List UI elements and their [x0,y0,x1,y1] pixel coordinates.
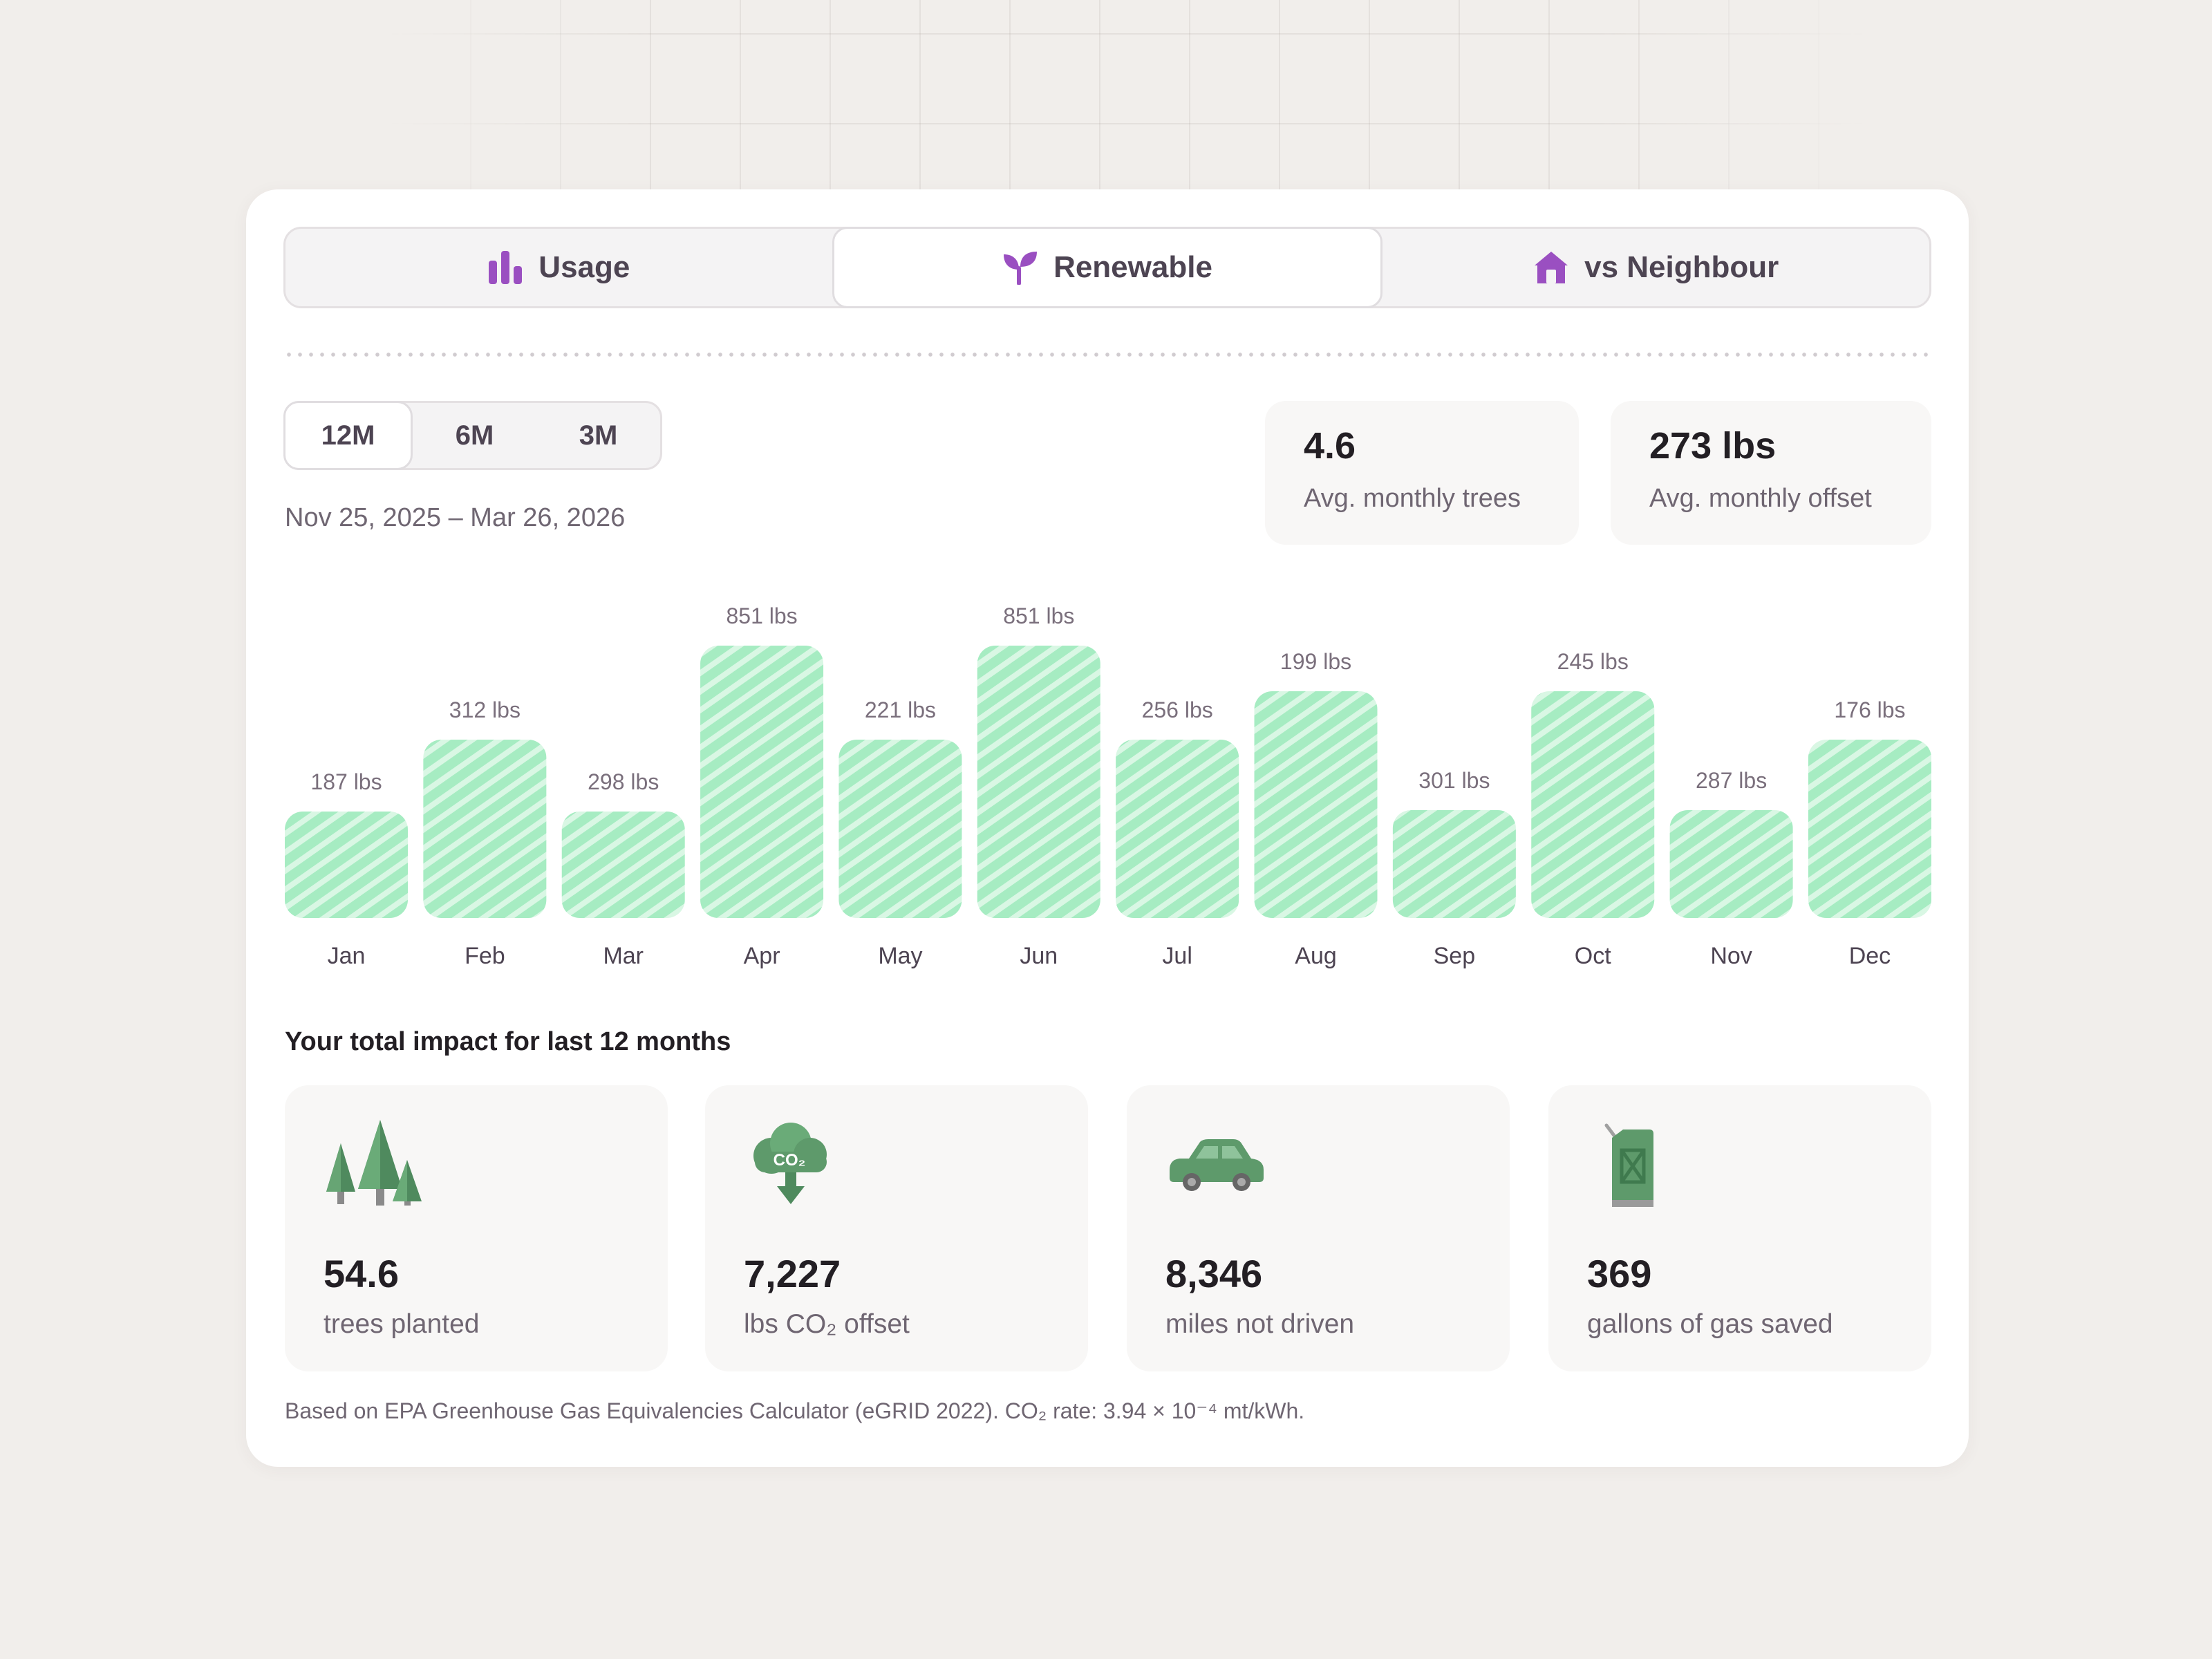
impact-value: 54.6 [324,1252,399,1295]
impact-label: lbs CO₂ offset [744,1309,910,1339]
bar-value-label: 256 lbs [1142,697,1213,722]
stat-value: 4.6 [1304,425,1356,467]
x-axis-month-label: Aug [1295,943,1337,969]
dotted-divider [283,353,1931,357]
bar-value-label: 245 lbs [1557,649,1629,674]
bar-mar[interactable] [561,812,685,918]
x-axis-month-label: Nov [1710,943,1752,969]
bar-nov[interactable] [1669,810,1793,918]
impact-card-co2: CO₂ 7,227 lbs CO₂ offset [705,1085,1088,1371]
x-axis-month-label: Dec [1849,943,1891,969]
bar-chart-icon [487,251,523,284]
impact-card-car: 8,346 miles not driven [1127,1085,1510,1371]
stat-value: 273 lbs [1649,425,1777,467]
tab-label: Renewable [1053,250,1212,284]
bar-sep[interactable] [1392,810,1516,918]
impact-label: gallons of gas saved [1587,1309,1833,1339]
bar-value-label: 176 lbs [1834,697,1905,722]
tab-label: Usage [538,250,630,284]
tab-usage[interactable]: Usage [285,227,832,308]
co2-cloud-icon: CO₂ [744,1120,847,1210]
tab-label: vs Neighbour [1584,250,1779,284]
bar-value-label: 851 lbs [1003,603,1074,628]
bar-value-label: 312 lbs [449,697,521,722]
fuel-can-icon [1587,1120,1691,1210]
tab-vs-neighbour[interactable]: vs Neighbour [1382,227,1929,308]
methodology-footnote: Based on EPA Greenhouse Gas Equivalencie… [285,1398,1305,1423]
x-axis-month-label: Apr [744,943,780,969]
impact-value: 8,346 [1165,1252,1263,1295]
impact-section-title: Your total impact for last 12 months [285,1027,731,1056]
bar-jul[interactable] [1116,740,1239,918]
background-grid [387,0,1866,190]
bar-value-label: 221 lbs [865,697,936,722]
bar-value-label: 187 lbs [310,769,382,794]
impact-card-fuel: 369 gallons of gas saved [1548,1085,1931,1371]
impact-label: miles not driven [1165,1309,1355,1339]
range-3m-button[interactable]: 3M [579,420,618,451]
bar-value-label: 199 lbs [1280,649,1351,674]
bar-value-label: 301 lbs [1418,768,1490,793]
bar-dec[interactable] [1808,740,1931,918]
x-axis-month-label: Mar [603,943,644,969]
impact-label: trees planted [324,1309,480,1339]
stat-label: Avg. monthly trees [1304,484,1521,513]
bar-oct[interactable] [1531,691,1655,918]
bar-jun[interactable] [977,646,1100,918]
x-axis-month-label: May [878,943,922,969]
bar-feb[interactable] [423,740,547,918]
range-12m-button[interactable]: 12M [283,401,413,470]
impact-value: 7,227 [744,1252,841,1295]
co2-badge-text: CO₂ [774,1151,806,1170]
stat-label: Avg. monthly offset [1649,484,1872,513]
date-range-label: Nov 25, 2025 – Mar 26, 2026 [285,503,626,532]
x-axis-month-label: Jun [1020,943,1058,969]
range-6m-button[interactable]: 6M [455,420,494,451]
renewable-impact-card: Usage Renewable vs Neighbour [246,189,1969,1467]
time-range-selector: 12M 6M 3M [283,401,662,470]
sprout-icon [1002,250,1038,285]
trees-icon [324,1120,427,1210]
bar-may[interactable] [838,740,962,918]
x-axis-month-label: Jul [1162,943,1192,969]
bar-value-label: 851 lbs [726,603,797,628]
car-icon [1165,1120,1269,1210]
impact-value: 369 [1587,1252,1652,1295]
tab-renewable[interactable]: Renewable [832,227,1383,308]
bar-aug[interactable] [1254,691,1378,918]
bar-apr[interactable] [700,646,824,918]
view-tabs: Usage Renewable vs Neighbour [283,227,1931,308]
x-axis-month-label: Jan [328,943,366,969]
impact-card-trees: 54.6 trees planted [285,1085,668,1371]
bar-jan[interactable] [285,812,408,918]
bar-value-label: 298 lbs [588,769,659,794]
bar-value-label: 287 lbs [1696,768,1767,793]
x-axis-month-label: Feb [465,943,505,969]
x-axis-month-label: Oct [1575,943,1611,969]
house-icon [1533,250,1569,285]
avg-trees-stat: 4.6 Avg. monthly trees [1265,401,1579,545]
x-axis-month-label: Sep [1434,943,1476,969]
avg-offset-stat: 273 lbs Avg. monthly offset [1611,401,1931,545]
